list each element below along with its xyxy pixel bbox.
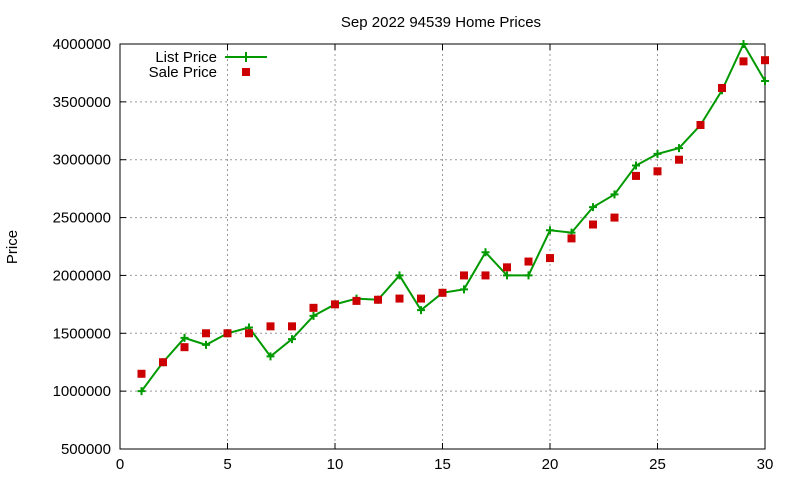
- sale-price-point: [137, 369, 146, 378]
- sale-price-point: [159, 358, 167, 367]
- list-price-point: [460, 285, 468, 294]
- legend-label-list-price: List Price: [155, 49, 217, 66]
- list-price-point: [546, 226, 554, 235]
- list-price-point: [202, 340, 210, 349]
- list-price-point: [503, 271, 511, 280]
- sale-price-point: [761, 56, 769, 65]
- sale-price-point: [653, 167, 662, 176]
- series-list-price: [137, 40, 769, 396]
- y-tick-label: 500000: [61, 441, 111, 458]
- y-tick-label: 1000000: [53, 383, 111, 400]
- list-price-point: [653, 149, 662, 158]
- legend-marker-list-price: [241, 52, 251, 62]
- legend: List Price Sale Price: [149, 49, 267, 81]
- x-tick-label: 20: [542, 456, 559, 473]
- list-price-point: [309, 311, 318, 320]
- sale-price-point: [352, 296, 361, 305]
- y-tick-label: 2500000: [53, 210, 111, 227]
- y-axis: 500000 1000000 1500000 2000000 2500000 300000…: [53, 36, 765, 458]
- x-tick-label: 25: [649, 456, 666, 473]
- list-price-point: [739, 40, 748, 48]
- y-tick-label: 3000000: [53, 152, 111, 169]
- sale-price-point: [675, 155, 683, 164]
- sale-price-point: [266, 322, 275, 331]
- x-tick-label: 5: [223, 456, 231, 473]
- sale-price-point: [309, 303, 318, 312]
- sale-price-point: [288, 322, 296, 331]
- x-tick-label: 30: [757, 456, 774, 473]
- sale-price-point: [245, 329, 253, 338]
- sale-price-point: [632, 171, 640, 180]
- series-sale-price: [137, 56, 769, 378]
- sale-price-point: [374, 295, 382, 304]
- y-tick-label: 4000000: [53, 36, 111, 53]
- x-tick-label: 10: [327, 456, 344, 473]
- sale-price-point: [481, 271, 490, 280]
- sale-price-point: [610, 213, 619, 222]
- list-price-point: [589, 203, 597, 212]
- chart-title: Sep 2022 94539 Home Prices: [341, 14, 541, 31]
- list-price-point: [180, 333, 189, 342]
- list-price-point: [137, 387, 146, 396]
- y-tick-label: 3500000: [53, 94, 111, 111]
- sale-price-point: [202, 329, 210, 338]
- sale-price-point: [696, 121, 705, 129]
- y-tick-label: 1500000: [53, 325, 111, 342]
- sale-price-point: [739, 57, 748, 66]
- list-price-point: [675, 144, 683, 153]
- list-price-point: [761, 77, 769, 86]
- legend-marker-sale-price: [242, 68, 250, 76]
- list-price-point: [610, 190, 619, 199]
- sale-price-point: [546, 254, 554, 263]
- sale-price-point: [438, 288, 447, 297]
- sale-price-point: [503, 263, 511, 272]
- sale-price-point: [331, 300, 339, 309]
- list-price-point: [417, 306, 425, 315]
- list-price-point: [632, 161, 640, 170]
- sale-price-point: [417, 294, 425, 303]
- list-price-point: [288, 335, 296, 344]
- y-tick-label: 2000000: [53, 267, 111, 284]
- grid: [120, 44, 765, 449]
- sale-price-point: [460, 271, 468, 280]
- x-tick-label: 15: [434, 456, 451, 473]
- x-axis: 0 5 10 15 20 25 30: [116, 44, 774, 473]
- list-price-point: [481, 248, 490, 257]
- list-price-point: [524, 271, 533, 280]
- legend-label-sale-price: Sale Price: [149, 64, 217, 81]
- sale-price-point: [718, 83, 726, 92]
- sale-price-point: [180, 343, 189, 352]
- x-tick-label: 0: [116, 456, 124, 473]
- sale-price-point: [567, 234, 576, 243]
- sale-price-point: [395, 294, 404, 303]
- list-price-point: [395, 271, 404, 280]
- list-price-point: [266, 352, 275, 361]
- sale-price-point: [223, 329, 232, 338]
- sale-price-point: [589, 220, 597, 229]
- y-axis-label: Price: [4, 230, 21, 264]
- sale-price-point: [524, 257, 533, 266]
